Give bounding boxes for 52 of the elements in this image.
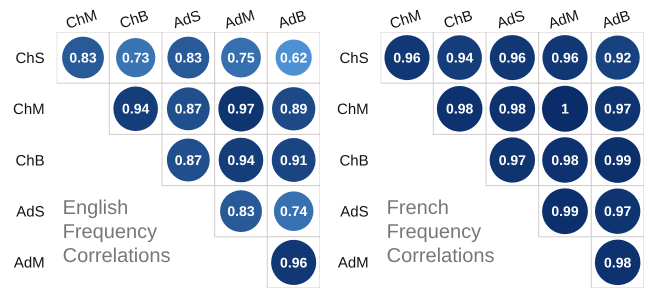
y-tick-label: AdM bbox=[338, 254, 369, 272]
data-label: 0.83 bbox=[174, 50, 202, 66]
data-label: 0.99 bbox=[551, 203, 579, 220]
data-label: 0.62 bbox=[280, 50, 308, 66]
y-tick-label: ChS bbox=[339, 50, 369, 67]
x-tick-label: AdM bbox=[222, 6, 257, 33]
y-tick-label: AdS bbox=[16, 203, 45, 220]
y-tick-label: ChB bbox=[15, 152, 45, 170]
data-label: 1 bbox=[561, 100, 570, 117]
x-tick-label: ChM bbox=[64, 6, 100, 33]
data-label: 0.96 bbox=[393, 50, 421, 66]
data-label: 0.74 bbox=[280, 203, 308, 220]
x-tick-label: ChB bbox=[442, 7, 475, 32]
data-label: 0.83 bbox=[69, 50, 97, 66]
data-label: 0.94 bbox=[227, 152, 255, 168]
x-tick-label: ChM bbox=[388, 6, 424, 33]
x-tick-label: AdS bbox=[494, 7, 528, 32]
data-label: 0.99 bbox=[604, 152, 632, 168]
data-label: 0.96 bbox=[551, 50, 579, 66]
data-label: 0.97 bbox=[227, 100, 255, 117]
y-tick-label: ChB bbox=[339, 152, 369, 170]
data-label: 0.98 bbox=[498, 100, 526, 117]
data-label: 0.96 bbox=[280, 254, 308, 270]
y-tick-label: ChM bbox=[336, 101, 369, 118]
data-label: 0.89 bbox=[280, 100, 308, 117]
y-tick-label: ChM bbox=[12, 101, 45, 118]
data-label: 0.98 bbox=[604, 254, 632, 270]
data-label: 0.97 bbox=[498, 152, 526, 168]
data-label: 0.97 bbox=[604, 203, 632, 220]
data-label: 0.87 bbox=[174, 152, 202, 168]
x-tick-label: ChB bbox=[118, 7, 151, 32]
y-tick-label: ChS bbox=[15, 50, 45, 67]
data-label: 0.92 bbox=[604, 50, 632, 66]
data-label: 0.96 bbox=[498, 50, 526, 66]
y-tick-label: AdM bbox=[14, 254, 45, 272]
x-tick-label: AdB bbox=[600, 7, 632, 32]
data-label: 0.94 bbox=[122, 100, 150, 117]
data-label: 0.98 bbox=[551, 152, 579, 168]
text: English Frequency Correlations bbox=[62, 196, 170, 268]
data-label: 0.91 bbox=[280, 152, 308, 168]
data-label: 0.98 bbox=[446, 100, 474, 117]
data-label: 0.73 bbox=[122, 50, 150, 66]
x-tick-label: AdB bbox=[276, 7, 308, 32]
text: French Frequency Correlations bbox=[386, 196, 494, 268]
x-tick-label: AdM bbox=[546, 6, 581, 33]
data-label: 0.94 bbox=[446, 50, 474, 66]
x-tick-label: AdS bbox=[170, 7, 204, 32]
data-label: 0.87 bbox=[174, 100, 202, 117]
y-tick-label: AdS bbox=[340, 203, 369, 220]
data-label: 0.97 bbox=[604, 100, 632, 117]
data-label: 0.83 bbox=[227, 203, 255, 220]
data-label: 0.75 bbox=[227, 50, 255, 66]
